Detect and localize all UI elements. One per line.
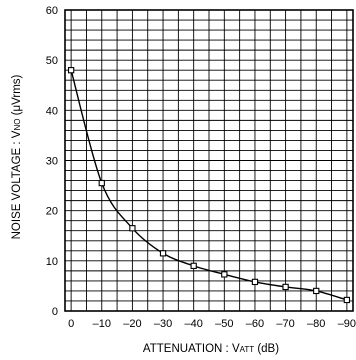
y-axis-label: NOISE VOLTAGE : VNO (μVrms) [11,74,23,239]
x-tick-label: 0 [68,318,74,330]
grid [65,10,353,311]
x-tick-label: –20 [123,318,141,330]
data-point-marker [313,287,320,295]
data-point-marker [159,250,167,257]
data-point-marker [129,225,136,232]
y-tick-label: 60 [46,5,58,17]
data-point-marker [190,262,197,269]
series-layer [67,67,351,304]
plot-frame [64,9,354,312]
x-tick-label: –10 [93,318,111,330]
x-axis-label: ATTENUATION : VATT (dB) [143,343,279,355]
y-tick-label: 40 [46,105,58,117]
series-line [70,70,348,301]
plot-border [64,9,354,312]
y-tick-label: 50 [46,55,58,67]
x-tick-label: –90 [338,318,356,330]
y-tick-label: 20 [46,206,58,218]
y-tick-label: 10 [46,256,58,268]
x-tick-label: –60 [246,318,264,330]
data-point-marker [221,271,228,278]
x-tick-label: –50 [215,318,233,330]
x-tick-label: –30 [154,318,172,330]
y-tick-label: 30 [46,156,58,168]
x-tick-label: –40 [185,318,203,330]
x-tick-label: –70 [276,318,294,330]
data-point-marker [98,179,105,187]
x-tick-labels: 0 –10 –20 –30 –40 –50 –60 –70 –80 –90 [68,318,356,330]
data-point-marker [251,278,259,286]
y-tick-labels: 0 10 20 30 40 50 60 [46,5,58,318]
data-point-marker [343,296,351,304]
data-point-marker [67,67,75,74]
y-tick-label: 0 [52,306,58,318]
data-point-marker [282,283,289,291]
x-tick-label: –80 [307,318,325,330]
